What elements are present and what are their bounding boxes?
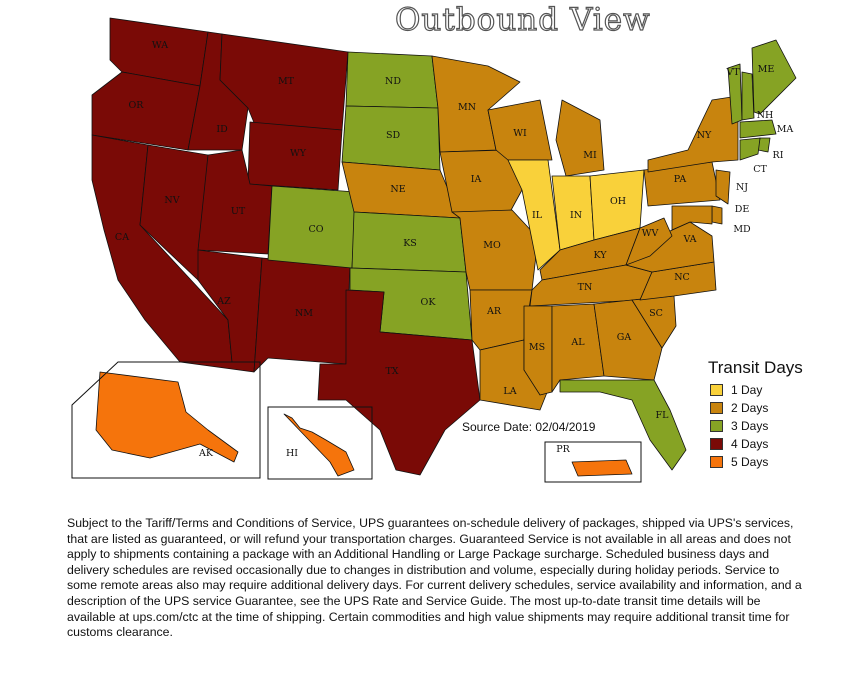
state-label-ak: AK	[198, 448, 214, 459]
state-me	[751, 39, 797, 115]
state-label-ne: NE	[390, 184, 405, 195]
state-label-wv: WV	[642, 228, 659, 239]
state-label-me: ME	[758, 64, 775, 75]
state-wv	[625, 217, 673, 266]
state-mi	[555, 99, 605, 177]
transit-legend: Transit Days 1 Day 2 Days 3 Days 4 Days 5 Da…	[708, 358, 848, 471]
state-label-nm: NM	[295, 308, 313, 319]
state-label-ar: AR	[486, 306, 502, 317]
legend-item: 4 Days	[708, 435, 848, 453]
state-hi	[283, 413, 355, 477]
state-label-mt: MT	[278, 76, 295, 87]
state-ms	[523, 305, 553, 396]
state-label-tn: TN	[578, 282, 593, 293]
state-label-nd: ND	[385, 76, 401, 87]
state-label-md: MD	[733, 224, 751, 235]
puerto-rico-inset-frame	[544, 441, 642, 483]
state-label-ma: MA	[777, 124, 794, 135]
state-label-sc: SC	[649, 308, 663, 319]
state-pr	[571, 459, 633, 477]
state-ny	[647, 95, 739, 173]
legend-title: Transit Days	[708, 358, 803, 377]
legend-label: 3 Days	[731, 419, 769, 433]
state-label-fl: FL	[656, 410, 670, 421]
legend-label: 4 Days	[731, 437, 769, 451]
state-fl	[559, 379, 687, 471]
state-label-ms: MS	[529, 342, 545, 353]
alaska-inset-frame	[71, 361, 261, 479]
state-label-or: OR	[129, 100, 145, 111]
state-tx	[317, 289, 481, 476]
state-label-ky: KY	[593, 250, 607, 261]
state-label-ri: RI	[773, 150, 784, 161]
state-label-pr: PR	[556, 444, 570, 455]
state-ak	[95, 371, 239, 463]
state-label-wi: WI	[513, 128, 527, 139]
state-md	[671, 205, 713, 231]
state-label-wa: WA	[152, 40, 168, 51]
disclaimer-text: Subject to the Tariff/Terms and Conditio…	[67, 516, 802, 640]
legend-item: 2 Days	[708, 399, 848, 417]
state-al	[551, 303, 605, 393]
legend-swatch	[710, 456, 723, 468]
state-label-in: IN	[570, 210, 582, 221]
state-label-la: LA	[503, 386, 516, 397]
state-label-nc: NC	[674, 272, 690, 283]
state-label-ia: IA	[471, 174, 482, 185]
legend-label: 2 Days	[731, 401, 769, 415]
state-label-ok: OK	[421, 297, 437, 308]
legend-item: 5 Days	[708, 453, 848, 471]
state-label-nh: NH	[757, 110, 774, 121]
legend-item: 1 Day	[708, 381, 848, 399]
state-label-tx: TX	[385, 366, 398, 377]
state-label-va: VA	[682, 234, 696, 245]
state-nh	[741, 71, 755, 121]
state-label-mn: MN	[458, 102, 476, 113]
state-label-ct: CT	[753, 164, 767, 175]
legend-swatch	[710, 420, 723, 432]
state-ga	[593, 299, 663, 381]
legend-swatch	[710, 438, 723, 450]
state-label-ut: UT	[231, 206, 246, 217]
state-label-hi: HI	[286, 448, 298, 459]
state-nj	[715, 169, 731, 205]
state-label-nv: NV	[164, 195, 179, 206]
legend-swatch	[710, 402, 723, 414]
state-de	[711, 205, 723, 225]
state-label-al: AL	[570, 337, 585, 348]
legend-label: 5 Days	[731, 455, 769, 469]
transit-map: WA OR CA NV ID MT WY UT AZ NM CO ND SD NE KS OK TX MN IA MO…	[71, 17, 797, 483]
state-label-co: CO	[308, 224, 323, 235]
source-date: Source Date: 02/04/2019	[462, 420, 596, 434]
state-label-vt: VT	[725, 67, 740, 78]
state-label-id: ID	[216, 124, 228, 135]
legend-label: 1 Day	[731, 383, 763, 397]
state-label-de: DE	[735, 204, 750, 215]
state-label-mi: MI	[583, 150, 597, 161]
state-label-oh: OH	[610, 196, 626, 207]
state-label-pa: PA	[674, 174, 687, 185]
state-label-wy: WY	[290, 148, 307, 159]
state-label-ga: GA	[617, 332, 632, 343]
state-label-il: IL	[532, 210, 543, 221]
state-label-mo: MO	[483, 240, 501, 251]
state-ct	[739, 137, 761, 161]
hawaii-inset-frame	[267, 406, 373, 480]
state-label-ny: NY	[697, 130, 712, 141]
state-wy	[247, 121, 343, 191]
state-ma	[739, 119, 777, 139]
legend-swatch	[710, 384, 723, 396]
state-nc	[639, 261, 717, 301]
state-label-sd: SD	[386, 130, 401, 141]
state-label-ks: KS	[403, 238, 417, 249]
legend-item: 3 Days	[708, 417, 848, 435]
state-label-az: AZ	[216, 296, 231, 307]
state-label-ca: CA	[115, 232, 129, 243]
state-label-nj: NJ	[736, 182, 748, 193]
state-il	[507, 159, 561, 271]
map-title: Outbound View	[394, 1, 651, 38]
